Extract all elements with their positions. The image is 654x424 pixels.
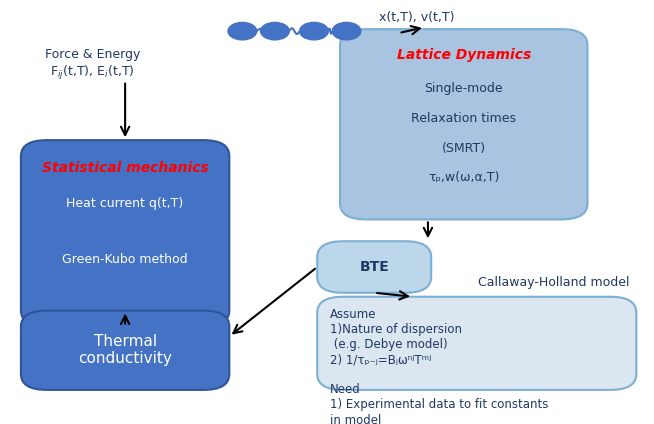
Text: 1) Experimental data to fit constants: 1) Experimental data to fit constants: [330, 399, 549, 411]
FancyBboxPatch shape: [317, 241, 431, 293]
Text: 2) 1/τₚ₋ⱼ=BⱼωⁿʲTᵐʲ: 2) 1/τₚ₋ⱼ=BⱼωⁿʲTᵐʲ: [330, 353, 432, 366]
Circle shape: [260, 22, 289, 40]
Text: τₚ,w(ω,α,T): τₚ,w(ω,α,T): [428, 171, 500, 184]
Text: Lattice Dynamics: Lattice Dynamics: [396, 48, 531, 62]
Circle shape: [332, 22, 361, 40]
Text: (e.g. Debye model): (e.g. Debye model): [330, 338, 448, 351]
Text: Single-mode: Single-mode: [424, 82, 503, 95]
Text: x(t,T), v(t,T): x(t,T), v(t,T): [379, 11, 455, 24]
Text: Green-Kubo method: Green-Kubo method: [62, 253, 188, 265]
FancyBboxPatch shape: [317, 297, 636, 390]
Text: (SMRT): (SMRT): [441, 142, 486, 155]
Text: Force & Energy
F$_{ij}$(t,T), E$_i$(t,T): Force & Energy F$_{ij}$(t,T), E$_i$(t,T): [45, 48, 140, 81]
Circle shape: [228, 22, 256, 40]
Text: BTE: BTE: [359, 260, 389, 274]
Text: Thermal
conductivity: Thermal conductivity: [78, 334, 172, 366]
Text: Callaway-Holland model: Callaway-Holland model: [478, 276, 630, 289]
Text: in model: in model: [330, 413, 382, 424]
Text: Relaxation times: Relaxation times: [411, 112, 516, 125]
Circle shape: [300, 22, 328, 40]
FancyBboxPatch shape: [21, 140, 230, 326]
Text: Statistical mechanics: Statistical mechanics: [42, 161, 209, 175]
FancyBboxPatch shape: [340, 29, 587, 220]
FancyBboxPatch shape: [21, 311, 230, 390]
Text: 1)Nature of dispersion: 1)Nature of dispersion: [330, 323, 462, 336]
Text: Need: Need: [330, 383, 361, 396]
Text: Heat current q(t,T): Heat current q(t,T): [67, 197, 184, 210]
Text: Assume: Assume: [330, 308, 377, 321]
